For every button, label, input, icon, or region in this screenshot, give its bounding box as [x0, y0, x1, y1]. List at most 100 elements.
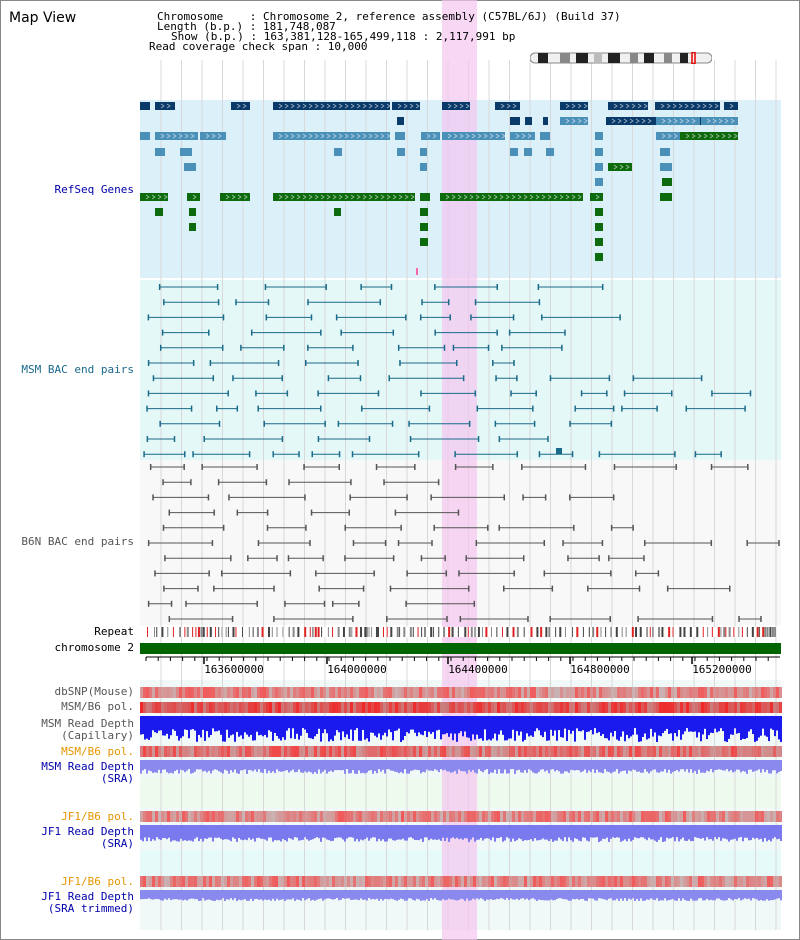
- read-depth-bar: [588, 760, 590, 771]
- repeat-element: [197, 627, 200, 637]
- repeat-element: [261, 627, 264, 637]
- pol-heat-cell: [632, 876, 635, 887]
- pol-heat-cell: [452, 876, 455, 887]
- pol-heat-cell: [581, 811, 584, 822]
- read-depth-bar: [290, 716, 292, 739]
- repeat-element: [304, 627, 307, 637]
- read-depth-bar: [576, 890, 578, 899]
- pol-heat-cell: [437, 687, 440, 698]
- read-depth-bar: [580, 890, 582, 900]
- track-label-refseq[interactable]: RefSeq Genes: [54, 183, 134, 196]
- track-label-b6n-bac[interactable]: B6N BAC end pairs: [21, 535, 134, 548]
- pol-heat-cell: [623, 687, 626, 698]
- track-label-msm-depth-sra[interactable]: MSM Read Depth: [41, 760, 134, 773]
- gene-feature: [495, 102, 520, 110]
- read-depth-bar: [672, 716, 674, 741]
- read-depth-bar: [594, 825, 596, 838]
- pol-heat-cell: [701, 702, 704, 713]
- repeat-element: [156, 627, 158, 637]
- pol-heat-cell: [200, 746, 203, 757]
- read-depth-bar: [754, 890, 756, 899]
- strand-mark: [667, 133, 672, 139]
- track-label-jf1-b6-pol[interactable]: JF1/B6 pol.: [61, 810, 134, 823]
- pol-heat-cell: [191, 876, 194, 887]
- pol-heat-cell: [452, 746, 455, 757]
- pol-heat-cell: [437, 811, 440, 822]
- repeat-element: [351, 627, 353, 637]
- repeat-element: [615, 627, 618, 637]
- pol-heat-cell: [308, 811, 311, 822]
- read-depth-bar: [422, 890, 424, 901]
- pol-heat-cell: [227, 746, 230, 757]
- repeat-element: [774, 627, 777, 637]
- strand-mark: [730, 118, 735, 124]
- read-depth-bar: [268, 760, 270, 771]
- pol-heat-cell: [242, 702, 245, 713]
- track-label-jf1-b6-pol-2[interactable]: JF1/B6 pol.: [61, 875, 134, 888]
- chromosome-ideogram[interactable]: [530, 52, 712, 64]
- read-depth-bar: [756, 760, 758, 771]
- read-depth-bar: [228, 716, 230, 738]
- read-depth-bar: [452, 760, 454, 773]
- read-depth-bar: [304, 716, 306, 730]
- read-depth-bar: [616, 825, 618, 838]
- read-depth-bar: [370, 760, 372, 771]
- pol-heat-cell: [536, 746, 539, 757]
- pol-heat-cell: [476, 702, 479, 713]
- track-label-dbsnp[interactable]: dbSNP(Mouse): [54, 685, 134, 698]
- pol-heat-cell: [233, 746, 236, 757]
- pol-heat-cell: [749, 876, 752, 887]
- pol-heat-cell: [392, 687, 395, 698]
- read-depth-bar: [224, 716, 226, 742]
- pol-heat-cell: [395, 811, 398, 822]
- read-depth-bar: [612, 716, 614, 737]
- pol-heat-cell: [434, 687, 437, 698]
- track-label-jf1-depth-sra[interactable]: JF1 Read Depth: [41, 825, 134, 838]
- track-label-repeat[interactable]: Repeat: [94, 625, 134, 638]
- read-depth-bar: [272, 716, 274, 741]
- read-depth-bar: [486, 760, 488, 770]
- read-depth-bar: [300, 825, 302, 841]
- strand-mark: [157, 194, 162, 200]
- pol-heat-cell: [512, 876, 515, 887]
- pol-heat-cell: [257, 876, 260, 887]
- read-depth-bar: [286, 716, 288, 731]
- track-label-msm-depth-cap[interactable]: MSM Read Depth: [41, 717, 134, 730]
- read-depth-bar: [278, 760, 280, 772]
- pol-heat-cell: [485, 746, 488, 757]
- pol-heat-cell: [647, 811, 650, 822]
- repeat-element: [639, 627, 642, 637]
- track-label-msm-bac[interactable]: MSM BAC end pairs: [21, 363, 134, 376]
- pol-heat-cell: [167, 876, 170, 887]
- pol-heat-cell: [623, 811, 626, 822]
- read-depth-bar: [520, 716, 522, 732]
- pol-heat-cell: [632, 702, 635, 713]
- pol-heat-cell: [515, 876, 518, 887]
- track-label-msm-b6-pol[interactable]: MSM/B6 pol.: [61, 700, 134, 713]
- read-depth-bar: [678, 890, 680, 899]
- read-depth-bar: [462, 890, 464, 900]
- pol-heat-cell: [521, 746, 524, 757]
- repeat-element: [512, 627, 515, 637]
- pol-heat-cell: [719, 687, 722, 698]
- read-depth-bar: [684, 825, 686, 841]
- repeat-element: [390, 627, 393, 637]
- pol-heat-cell: [149, 876, 152, 887]
- read-depth-bar: [240, 760, 242, 771]
- repeat-element: [161, 627, 164, 637]
- repeat-element: [516, 627, 519, 637]
- pol-heat-cell: [305, 687, 308, 698]
- read-depth-bar: [636, 760, 638, 772]
- read-depth-bar: [742, 760, 744, 771]
- read-depth-bar: [694, 825, 696, 838]
- pol-heat-cell: [557, 746, 560, 757]
- read-depth-bar: [508, 760, 510, 774]
- read-depth-bar: [252, 716, 254, 741]
- pol-heat-cell: [362, 746, 365, 757]
- track-label-msm-b6-pol-2[interactable]: MSM/B6 pol.: [61, 745, 134, 758]
- track-label-jf1-depth-trim[interactable]: JF1 Read Depth: [41, 890, 134, 903]
- read-depth-bar: [420, 825, 422, 839]
- pol-heat-cell: [464, 702, 467, 713]
- pol-heat-cell: [557, 811, 560, 822]
